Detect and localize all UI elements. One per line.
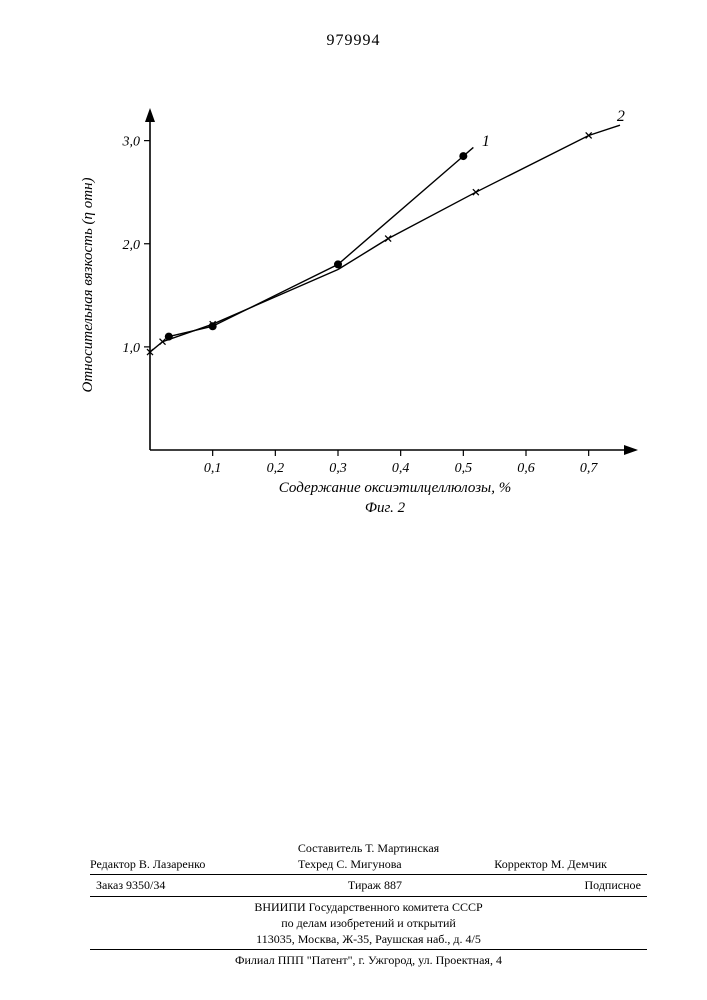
tech-editor: Техред С. Мигунова (298, 856, 402, 872)
print-run: Тираж 887 (348, 877, 402, 893)
org-line-1: ВНИИПИ Государственного комитета СССР (90, 899, 647, 915)
svg-text:0,4: 0,4 (392, 461, 410, 476)
viscosity-chart: 0,1 0,2 0,3 0,4 0,5 0,6 0,7 1,0 2,0 3,0 Содержание… (60, 100, 640, 530)
address-2: Филиал ППП "Патент", г. Ужгород, ул. Про… (90, 952, 647, 968)
svg-text:0,3: 0,3 (329, 461, 347, 476)
svg-text:Фиг. 2: Фиг. 2 (365, 500, 406, 516)
order-number: Заказ 9350/34 (96, 877, 165, 893)
page-number: 979994 (0, 32, 707, 50)
address-1: 113035, Москва, Ж-35, Раушская наб., д. … (90, 931, 647, 947)
svg-text:Содержание оксиэтилцеллюлозы,: Содержание оксиэтилцеллюлозы, % (279, 480, 511, 496)
svg-text:Относительная вязкость (η отн): Относительная вязкость (η отн) (80, 177, 96, 392)
order-row: Заказ 9350/34 Тираж 887 Подписное (90, 877, 647, 893)
compiler-line: Составитель Т. Мартинская (90, 840, 647, 856)
svg-text:0,7: 0,7 (580, 461, 599, 476)
svg-text:3,0: 3,0 (122, 135, 141, 150)
editors-row: Редактор В. Лазаренко Техред С. Мигунова… (90, 856, 647, 872)
org-line-2: по делам изобретений и открытий (90, 915, 647, 931)
svg-text:0,2: 0,2 (267, 461, 285, 476)
svg-text:2: 2 (617, 108, 625, 125)
subscription: Подписное (585, 877, 642, 893)
footer-block: Составитель Т. Мартинская Редактор В. Ла… (90, 840, 647, 968)
svg-text:2,0: 2,0 (123, 238, 141, 253)
editor: Редактор В. Лазаренко (90, 856, 205, 872)
svg-text:0,6: 0,6 (517, 461, 535, 476)
svg-text:0,5: 0,5 (455, 461, 473, 476)
corrector: Корректор М. Демчик (494, 856, 607, 872)
svg-text:1,0: 1,0 (123, 341, 141, 356)
svg-text:1: 1 (482, 133, 490, 150)
svg-text:0,1: 0,1 (204, 461, 222, 476)
